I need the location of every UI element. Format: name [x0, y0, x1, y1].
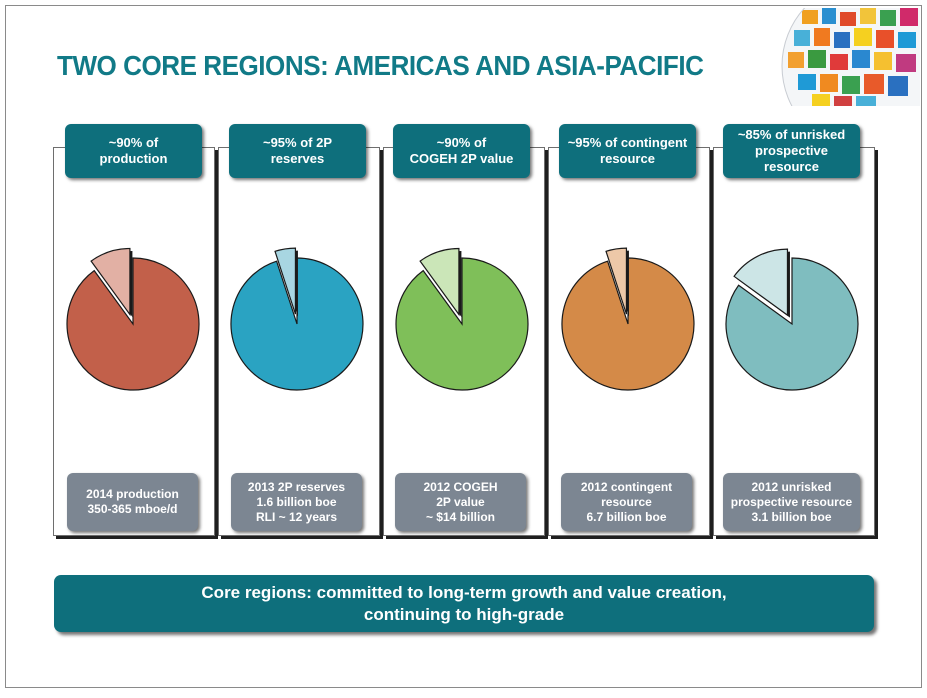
pie-chart-reserves [230, 247, 364, 391]
pie-slice-main [561, 257, 695, 391]
panel-header-label: ~85% of unrisked prospective resource [737, 127, 846, 174]
pie-chart-production [66, 247, 200, 391]
panel-footer-cogeh: 2012 COGEH 2P value ~ $14 billion [395, 473, 526, 531]
panel-header-cogeh: ~90% of COGEH 2P value [393, 124, 530, 178]
panel-header-prospective: ~85% of unrisked prospective resource [723, 124, 860, 178]
pie-slice-exploded [419, 247, 460, 317]
panel-header-label: ~95% of contingent resource [567, 135, 688, 166]
panel-header-reserves: ~95% of 2P reserves [229, 124, 366, 178]
pie-slice-main [230, 257, 364, 391]
pie-slice-main [395, 257, 529, 391]
panel-footer-label: 2013 2P reserves 1.6 billion boe RLI ~ 1… [247, 479, 346, 524]
panel-header-production: ~90% of production [65, 124, 202, 178]
summary-banner: Core regions: committed to long-term gro… [54, 575, 874, 632]
pie-slice-main [725, 257, 859, 391]
pie-slice-exploded [605, 247, 628, 315]
summary-banner-text: Core regions: committed to long-term gro… [201, 582, 727, 624]
pie-slice-exploded [274, 247, 297, 315]
panel-footer-label: 2012 contingent resource 6.7 billion boe [580, 479, 673, 524]
panel-footer-label: 2012 COGEH 2P value ~ $14 billion [423, 479, 498, 524]
panel-footer-label: 2014 production 350-365 mboe/d [86, 487, 179, 516]
panel-header-contingent: ~95% of contingent resource [559, 124, 696, 178]
panel-footer-reserves: 2013 2P reserves 1.6 billion boe RLI ~ 1… [231, 473, 362, 531]
slide-title: TWO CORE REGIONS: AMERICAS AND ASIA-PACI… [57, 50, 704, 81]
panel-footer-contingent: 2012 contingent resource 6.7 billion boe [561, 473, 692, 531]
panel-footer-prospective: 2012 unrisked prospective resource 3.1 b… [723, 473, 860, 531]
pie-slice-main [66, 257, 200, 391]
pie-slice-exploded [733, 248, 789, 317]
pie-chart-contingent [561, 247, 695, 391]
panel-header-label: ~90% of production [99, 135, 168, 166]
globe-logo-icon [781, 8, 920, 106]
pie-chart-prospective [725, 248, 859, 391]
panel-header-label: ~95% of 2P reserves [262, 135, 332, 166]
panel-footer-label: 2012 unrisked prospective resource 3.1 b… [730, 479, 853, 524]
pie-chart-cogeh [395, 247, 529, 391]
panel-footer-production: 2014 production 350-365 mboe/d [67, 473, 198, 531]
panel-header-label: ~90% of COGEH 2P value [409, 135, 514, 166]
pie-slice-exploded [90, 247, 131, 317]
